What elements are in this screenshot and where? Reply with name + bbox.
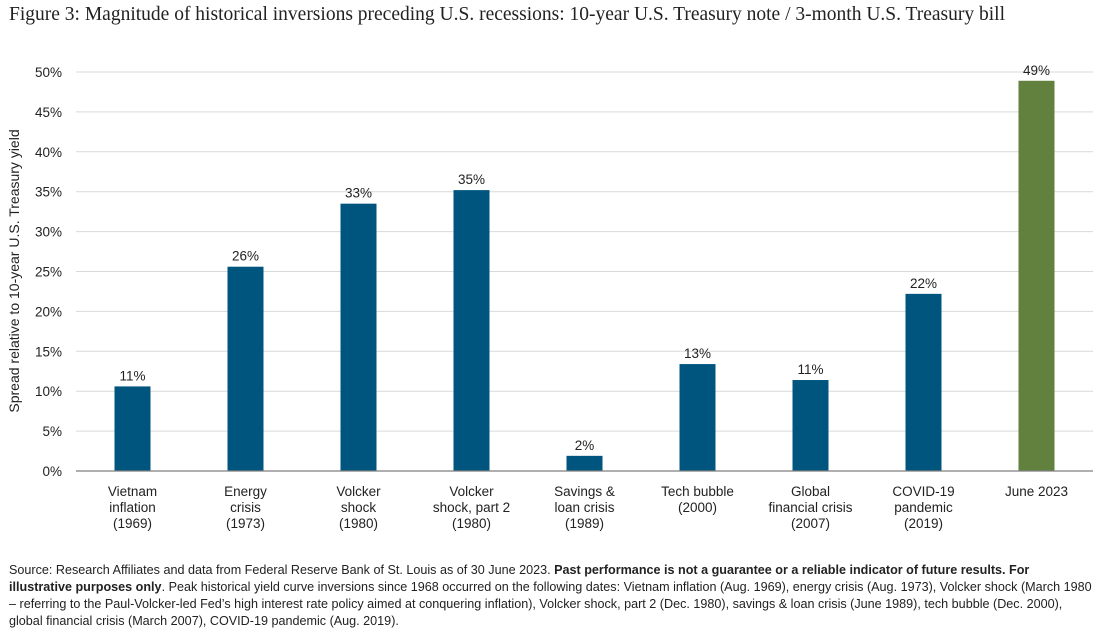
source-details: . Peak historical yield curve inversions… [9, 580, 1092, 628]
chart-title: Figure 3: Magnitude of historical invers… [9, 4, 1006, 25]
y-tick-label: 50% [35, 65, 62, 80]
y-tick-label: 15% [35, 344, 62, 359]
data-label: 33% [345, 186, 372, 201]
x-tick-label: COVID-19 pandemic (2019) [892, 484, 954, 531]
x-tick-label: Vietnam inflation (1969) [108, 484, 157, 531]
source-intro: Source: Research Affiliates and data fro… [9, 563, 555, 577]
y-tick-label: 10% [35, 384, 62, 399]
bar [905, 293, 942, 471]
bar [340, 203, 377, 472]
bar [679, 364, 716, 471]
bar-chart: 0% 5% 10% 15% 20% 25% 30% 35% 40% 45% 50% Spread r… [6, 63, 1093, 531]
data-labels: 11% 26% 33% 35% 2% 13% 11% 22% 49% [119, 63, 1050, 453]
data-label: 13% [684, 346, 711, 361]
data-label: 26% [232, 249, 259, 264]
data-label: 35% [458, 172, 485, 187]
bars [114, 80, 1055, 472]
x-tick-label: June 2023 [1005, 484, 1068, 499]
y-tick-label: 45% [35, 105, 62, 120]
y-axis-label: Spread relative to 10-year U.S. Treasury… [6, 129, 22, 412]
bar [1018, 80, 1055, 471]
y-tick-label: 5% [42, 424, 62, 439]
y-axis: 0% 5% 10% 15% 20% 25% 30% 35% 40% 45% 50% [35, 65, 62, 479]
y-tick-label: 40% [35, 145, 62, 160]
source-note: Source: Research Affiliates and data fro… [9, 562, 1094, 630]
y-tick-label: 25% [35, 265, 62, 280]
x-tick-label: Volcker shock, part 2 (1980) [433, 484, 510, 531]
y-tick-label: 0% [42, 464, 62, 479]
data-label: 49% [1023, 63, 1050, 78]
data-label: 11% [119, 368, 145, 383]
bar [453, 190, 490, 471]
data-label: 11% [797, 362, 823, 377]
x-tick-label: Global financial crisis (2007) [768, 484, 852, 531]
y-tick-label: 35% [35, 185, 62, 200]
x-tick-label: Savings & loan crisis (1989) [554, 484, 615, 531]
source-disclaimer: Past performance is not a guarantee or a… [9, 563, 1030, 594]
data-label: 2% [575, 438, 595, 453]
bar [227, 266, 264, 471]
bar [792, 380, 829, 471]
x-tick-label: Volcker shock (1980) [336, 484, 381, 531]
y-tick-label: 20% [35, 304, 62, 319]
bar [566, 455, 603, 471]
x-tick-label: Tech bubble (2000) [661, 484, 734, 515]
data-label: 22% [910, 276, 937, 291]
x-tick-label: Energy crisis (1973) [224, 484, 267, 531]
y-tick-label: 30% [35, 225, 62, 240]
bar [114, 386, 151, 471]
x-axis: Vietnam inflation (1969) Energy crisis (1973)… [76, 470, 1093, 531]
